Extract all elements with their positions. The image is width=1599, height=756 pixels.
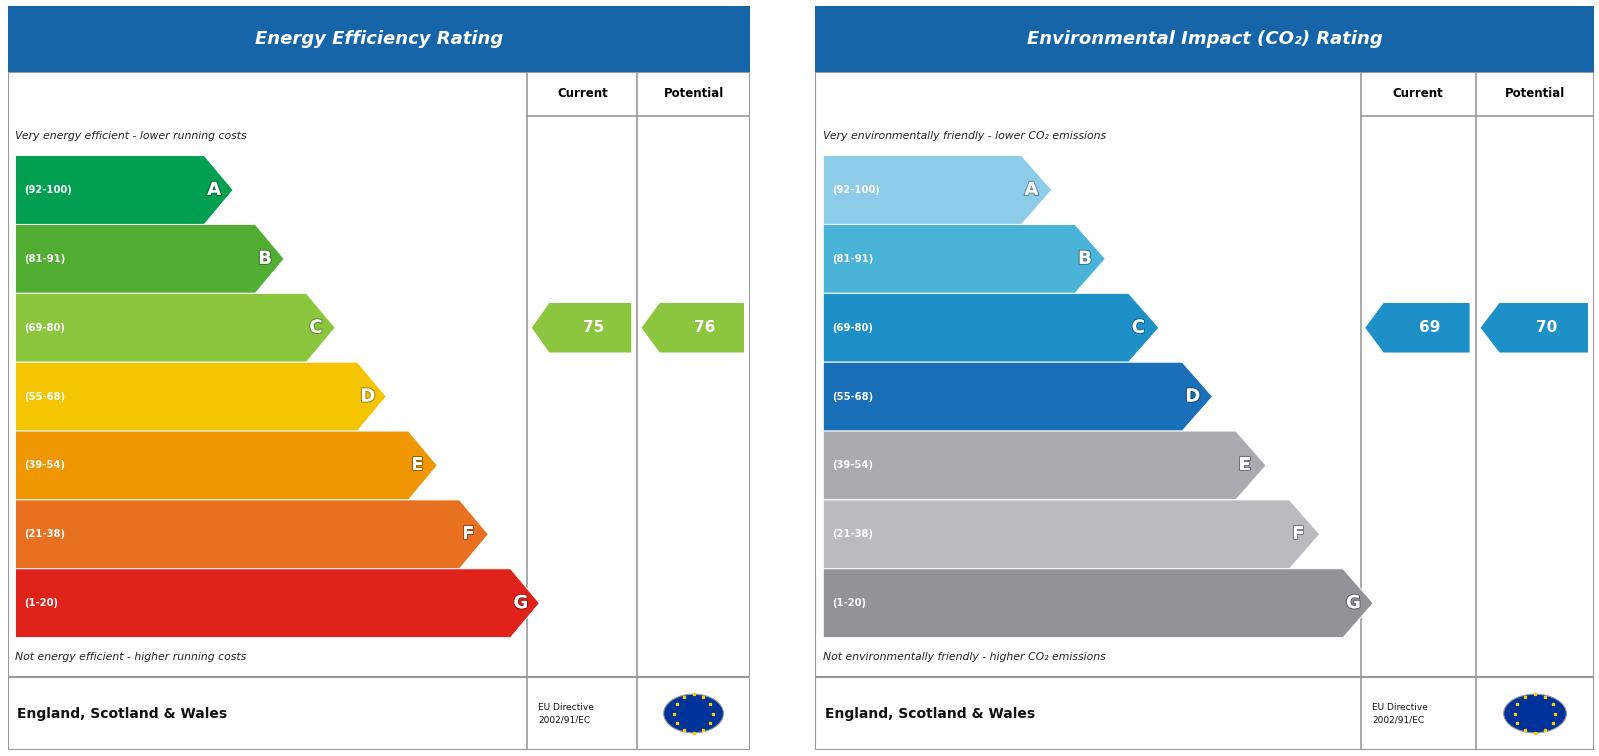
Text: F: F	[1292, 525, 1305, 544]
Polygon shape	[823, 362, 1212, 431]
Text: E: E	[411, 457, 424, 475]
Polygon shape	[823, 500, 1319, 569]
Text: Potential: Potential	[664, 88, 724, 101]
Polygon shape	[823, 569, 1374, 637]
Text: EU Directive
2002/91/EC: EU Directive 2002/91/EC	[1372, 703, 1428, 724]
Polygon shape	[1366, 303, 1469, 352]
Text: EU Directive
2002/91/EC: EU Directive 2002/91/EC	[539, 703, 595, 724]
Text: E: E	[1239, 457, 1250, 475]
Text: D: D	[360, 388, 376, 406]
Text: G: G	[513, 594, 528, 612]
Text: (1-20): (1-20)	[833, 598, 867, 608]
Polygon shape	[16, 362, 387, 431]
Polygon shape	[16, 156, 233, 225]
Polygon shape	[823, 431, 1266, 500]
Bar	[815, 6, 1594, 72]
Text: (21-38): (21-38)	[24, 529, 66, 539]
Text: D: D	[1185, 388, 1201, 406]
Text: C: C	[1132, 319, 1145, 336]
Polygon shape	[16, 569, 539, 637]
Text: 75: 75	[582, 321, 604, 335]
Polygon shape	[16, 225, 285, 293]
Bar	[8, 6, 750, 72]
Text: Current: Current	[1393, 88, 1444, 101]
Text: (21-38): (21-38)	[833, 529, 873, 539]
Text: (81-91): (81-91)	[24, 254, 66, 264]
Text: (69-80): (69-80)	[833, 323, 873, 333]
Text: Very energy efficient - lower running costs: Very energy efficient - lower running co…	[16, 131, 246, 141]
Text: England, Scotland & Wales: England, Scotland & Wales	[825, 707, 1035, 720]
Polygon shape	[823, 156, 1052, 225]
Ellipse shape	[664, 694, 723, 733]
Polygon shape	[823, 225, 1105, 293]
Text: Potential: Potential	[1505, 88, 1565, 101]
Text: (55-68): (55-68)	[24, 392, 66, 401]
Text: C: C	[309, 319, 323, 336]
Text: Environmental Impact (CO₂) Rating: Environmental Impact (CO₂) Rating	[1027, 29, 1383, 48]
Text: B: B	[1078, 250, 1092, 268]
Text: A: A	[208, 181, 221, 199]
Text: (1-20): (1-20)	[24, 598, 58, 608]
Text: 76: 76	[694, 321, 715, 335]
Polygon shape	[16, 431, 437, 500]
Polygon shape	[823, 293, 1159, 362]
Text: A: A	[1025, 181, 1038, 199]
Text: (39-54): (39-54)	[833, 460, 873, 470]
Text: Energy Efficiency Rating: Energy Efficiency Rating	[254, 29, 504, 48]
Text: (69-80): (69-80)	[24, 323, 66, 333]
Text: (81-91): (81-91)	[833, 254, 875, 264]
Text: (39-54): (39-54)	[24, 460, 66, 470]
Text: 69: 69	[1418, 321, 1441, 335]
Polygon shape	[1481, 303, 1588, 352]
Text: 70: 70	[1537, 321, 1557, 335]
Polygon shape	[16, 500, 488, 569]
Polygon shape	[532, 303, 632, 352]
Polygon shape	[16, 293, 336, 362]
Polygon shape	[641, 303, 744, 352]
Text: Not energy efficient - higher running costs: Not energy efficient - higher running co…	[16, 652, 246, 662]
Text: (92-100): (92-100)	[833, 185, 881, 195]
Text: F: F	[462, 525, 475, 544]
Text: Not environmentally friendly - higher CO₂ emissions: Not environmentally friendly - higher CO…	[823, 652, 1107, 662]
Text: Very environmentally friendly - lower CO₂ emissions: Very environmentally friendly - lower CO…	[823, 131, 1107, 141]
Text: (92-100): (92-100)	[24, 185, 72, 195]
Text: B: B	[257, 250, 272, 268]
Text: (55-68): (55-68)	[833, 392, 873, 401]
Text: Current: Current	[556, 88, 608, 101]
Ellipse shape	[1503, 694, 1567, 733]
Text: England, Scotland & Wales: England, Scotland & Wales	[18, 707, 227, 720]
Text: G: G	[1346, 594, 1361, 612]
